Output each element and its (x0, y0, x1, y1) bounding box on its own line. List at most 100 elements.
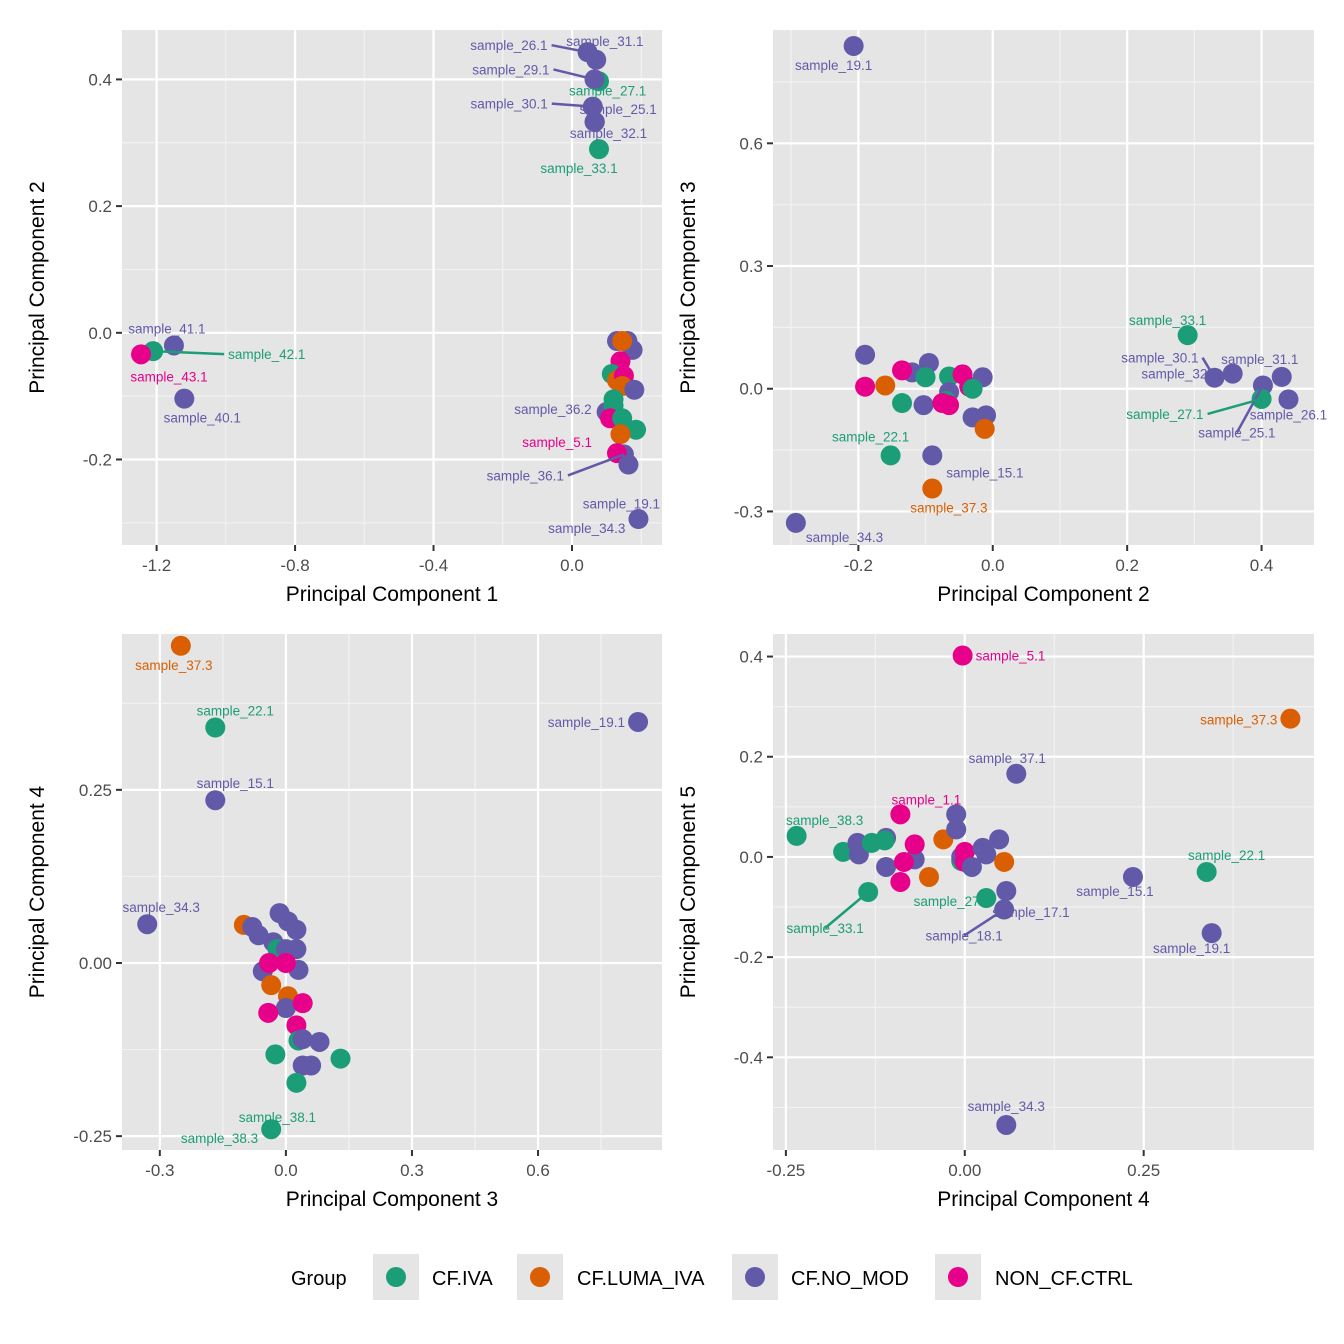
data-point (874, 830, 895, 851)
data-point (292, 993, 313, 1014)
data-point (628, 711, 649, 732)
x-axis-title: Principal Component 4 (937, 1188, 1150, 1211)
point-label: sample_34.3 (968, 1099, 1045, 1114)
x-tick-label: 0.25 (1127, 1161, 1160, 1180)
x-tick-label: 0.00 (948, 1161, 981, 1180)
point-label: sample_22.1 (1188, 848, 1265, 863)
label-leader-line (553, 68, 595, 81)
legend-label: CF.LUMA_IVA (577, 1268, 705, 1290)
x-tick-label: -0.2 (844, 556, 873, 575)
point-label: sample_34.3 (123, 900, 200, 915)
data-point (962, 378, 983, 399)
data-point (994, 851, 1015, 872)
y-tick-label: -0.2 (734, 948, 763, 967)
data-point (205, 790, 226, 811)
data-point (996, 880, 1017, 901)
legend-label: NON_CF.CTRL (995, 1268, 1133, 1290)
data-point (1201, 923, 1222, 944)
point-label: sample_30.1 (1121, 351, 1198, 366)
data-point (589, 139, 609, 160)
data-point (131, 344, 152, 365)
data-point (612, 408, 633, 429)
point-label: sample_31.1 (566, 34, 643, 49)
point-label: sample_37.3 (1200, 713, 1277, 728)
point-label: sample_37.1 (969, 751, 1046, 766)
x-tick-label: -1.2 (142, 556, 171, 575)
legend-swatch (745, 1267, 765, 1287)
point-label: sample_32.1 (1141, 367, 1218, 382)
data-point (996, 1114, 1017, 1135)
data-point (893, 851, 914, 872)
y-tick-label: 0.2 (739, 748, 763, 767)
data-point (275, 952, 296, 973)
x-axis-title: Principal Component 2 (937, 583, 1149, 606)
point-label: sample_15.1 (197, 776, 274, 791)
y-tick-label: -0.4 (734, 1048, 763, 1067)
data-point (292, 1029, 313, 1050)
y-tick-label: 0.4 (88, 70, 112, 89)
y-tick-label: 0.4 (739, 648, 763, 667)
y-tick-label: 0.00 (79, 954, 112, 973)
point-label: sample_38.3 (181, 1131, 258, 1146)
data-point (855, 376, 876, 397)
point-label: sample_37.3 (910, 501, 987, 516)
x-tick-label: 0.4 (1250, 556, 1274, 575)
x-tick-label: 0.6 (526, 1161, 550, 1180)
data-point (1177, 325, 1198, 346)
data-point (1006, 763, 1027, 784)
point-label: sample_15.1 (1076, 884, 1153, 899)
panel-2: -0.2 0.0 0.2 0.4 -0.3 0.0 0.3 0.6 Principal Comp… (677, 30, 1327, 606)
data-point (624, 379, 645, 400)
data-point (626, 419, 647, 440)
point-label: sample_1.1 (891, 792, 961, 807)
data-point (1222, 363, 1243, 384)
x-tick-label: 0.2 (1115, 556, 1139, 575)
point-labels: sample_5.1 sample_37.3 sample_37.1 sample_1… (786, 649, 1277, 1114)
point-label: sample_38.3 (786, 813, 863, 828)
point-label: sample_27.1 (1126, 407, 1203, 422)
data-point (205, 717, 226, 738)
point-label: sample_15.1 (946, 465, 1023, 480)
point-label: sample_43.1 (130, 369, 207, 384)
data-point (137, 914, 158, 935)
legend-swatch (386, 1267, 406, 1287)
point-label: sample_37.3 (135, 658, 212, 673)
legend-label: CF.NO_MOD (791, 1268, 909, 1290)
data-point (1280, 708, 1301, 729)
data-point (174, 388, 195, 409)
point-label: sample_22.1 (832, 429, 909, 444)
x-axis-title: Principal Component 3 (286, 1188, 498, 1211)
point-labels: sample_37.3 sample_22.1 sample_15.1 sample_… (123, 658, 625, 1146)
data-point (309, 1031, 330, 1052)
data-point (915, 367, 936, 388)
data-point (922, 445, 943, 466)
point-label: sample_18.1 (925, 929, 1002, 944)
point-label: sample_25.1 (580, 102, 657, 117)
y-axis-title: Principal Component 3 (677, 181, 700, 393)
point-label: sample_27.1 (569, 83, 646, 98)
legend-item: CF.LUMA_IVA (517, 1254, 705, 1300)
data-point (170, 635, 191, 656)
point-label: sample_27.1 (914, 894, 991, 909)
data-point (892, 393, 913, 414)
point-label: sample_42.1 (228, 347, 305, 362)
data-point (961, 856, 982, 877)
point-label: sample_33.1 (787, 921, 864, 936)
data-point (843, 35, 864, 56)
data-point (976, 888, 997, 909)
data-point (286, 939, 307, 960)
data-point (989, 829, 1010, 850)
y-tick-label: 0.0 (88, 324, 112, 343)
x-tick-label: 0.0 (560, 556, 584, 575)
data-point (974, 418, 995, 439)
data-point (833, 841, 854, 862)
point-label: sample_19.1 (795, 58, 872, 73)
x-tick-label: 0.3 (400, 1161, 424, 1180)
point-label: sample_34.3 (548, 521, 625, 536)
data-point (261, 975, 282, 996)
y-tick-label: 0.0 (739, 380, 763, 399)
point-label: sample_41.1 (128, 321, 205, 336)
data-point (1122, 866, 1143, 887)
data-point (612, 331, 633, 352)
